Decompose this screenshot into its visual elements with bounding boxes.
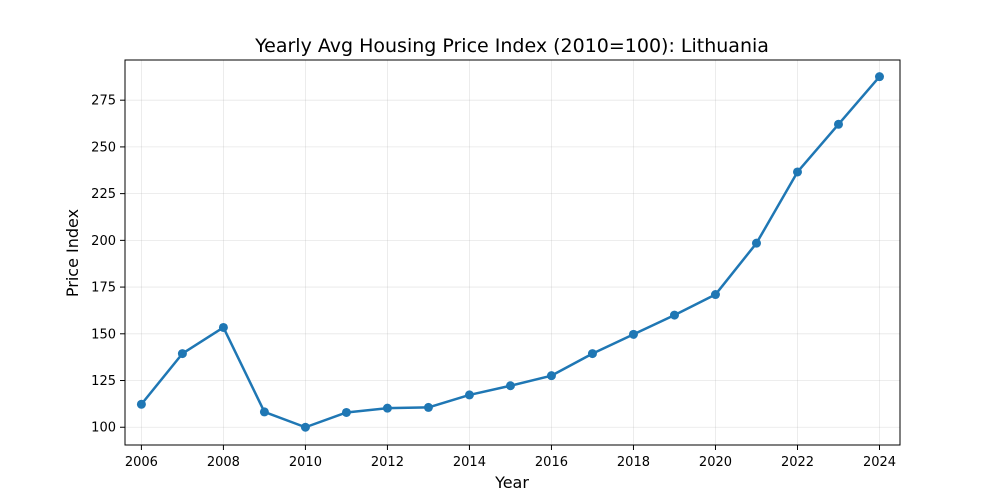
x-tick-label: 2006 — [125, 455, 158, 470]
data-point — [874, 72, 884, 82]
grid — [125, 60, 900, 445]
x-tick-label: 2022 — [781, 455, 814, 470]
x-tick-label: 2014 — [453, 455, 486, 470]
data-point — [710, 290, 720, 300]
data-point — [546, 371, 556, 381]
y-tick-label: 175 — [91, 281, 116, 296]
x-axis-label: Year — [494, 473, 529, 492]
data-point — [341, 407, 351, 417]
data-point — [382, 403, 392, 413]
data-point — [505, 381, 515, 391]
y-tick-label: 200 — [91, 234, 116, 249]
x-tick-label: 2020 — [699, 455, 732, 470]
y-tick-label: 150 — [91, 327, 116, 342]
y-tick-label: 225 — [91, 187, 116, 202]
y-axis-label: Price Index — [63, 209, 82, 297]
x-tick-label: 2024 — [863, 455, 896, 470]
data-point — [259, 407, 269, 417]
y-tick-label: 100 — [91, 421, 116, 436]
data-point — [751, 238, 761, 248]
x-tick-label: 2012 — [371, 455, 404, 470]
x-tick-label: 2018 — [617, 455, 650, 470]
data-point — [587, 349, 597, 359]
axis-ticks: 2006 2008 2010 2012 2014 2016 2018 2020 2022 2024… — [91, 94, 896, 470]
data-point — [628, 329, 638, 339]
y-tick-label: 250 — [91, 140, 116, 155]
x-tick-label: 2010 — [289, 455, 322, 470]
plot-frame — [124, 59, 901, 446]
data-point — [218, 322, 228, 332]
data-point — [464, 390, 474, 400]
data-point — [669, 310, 679, 320]
data-point — [300, 422, 310, 432]
data-point — [177, 349, 187, 359]
data-point — [792, 167, 802, 177]
series-layer — [136, 72, 884, 432]
y-tick-label: 275 — [91, 94, 116, 109]
data-point — [136, 399, 146, 409]
chart-title: Yearly Avg Housing Price Index (2010=100… — [254, 35, 769, 57]
data-point — [833, 119, 843, 129]
x-tick-label: 2008 — [207, 455, 240, 470]
x-tick-label: 2016 — [535, 455, 568, 470]
data-point — [423, 402, 433, 412]
y-tick-label: 125 — [91, 374, 116, 389]
